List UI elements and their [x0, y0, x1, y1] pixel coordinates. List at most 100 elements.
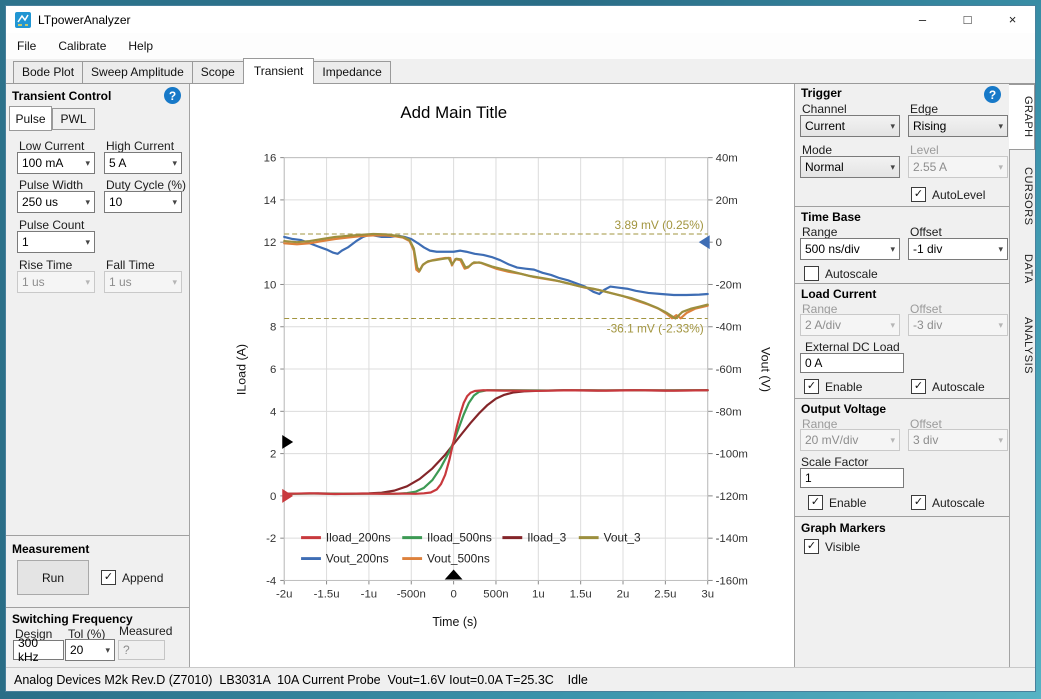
svg-text:-100m: -100m: [716, 449, 748, 461]
tol-select[interactable]: 20 ▾: [65, 639, 115, 661]
outputvoltage-range-label: Range: [802, 417, 838, 431]
title-bar: LTpowerAnalyzer – □ ×: [6, 6, 1035, 33]
transient-control-title: Transient Control: [12, 89, 112, 103]
high-current-select[interactable]: 5 A ▾: [104, 152, 182, 174]
low-current-select[interactable]: 100 mA ▾: [17, 152, 95, 174]
design-label: Design: [15, 627, 53, 641]
svg-text:20m: 20m: [716, 195, 738, 207]
menu-file[interactable]: File: [17, 39, 37, 53]
duty-cycle-select[interactable]: 10 ▾: [104, 191, 182, 213]
switching-frequency-title: Switching Frequency: [12, 612, 133, 626]
pulse-count-value: 1: [22, 235, 29, 249]
pulse-width-select[interactable]: 250 us ▾: [17, 191, 95, 213]
svg-text:0: 0: [716, 237, 722, 249]
edge-select[interactable]: Rising ▾: [908, 115, 1008, 137]
pulse-width-label: Pulse Width: [19, 178, 84, 192]
checkbox-box: ✓: [804, 379, 819, 394]
channel-select[interactable]: Current ▾: [800, 115, 900, 137]
svg-text:-160m: -160m: [716, 575, 748, 587]
chevron-down-icon: ▾: [998, 161, 1003, 172]
timebase-range-label: Range: [802, 225, 838, 239]
outputvoltage-enable-checkbox[interactable]: ✓ Enable: [808, 495, 866, 510]
tab-impedance[interactable]: Impedance: [313, 61, 391, 83]
question-glyph: ?: [168, 88, 177, 103]
side-tab-graph[interactable]: GRAPH: [1009, 84, 1035, 150]
rise-time-select: 1 us ▾: [17, 271, 95, 293]
side-tab-strip: GRAPH CURSORS DATA ANALYSIS: [1009, 84, 1035, 667]
svg-text:4: 4: [270, 406, 277, 418]
window-title: LTpowerAnalyzer: [38, 12, 131, 27]
tab-sweep-amplitude[interactable]: Sweep Amplitude: [82, 61, 193, 83]
level-value: 2.55 A: [913, 160, 948, 174]
autolevel-checkbox[interactable]: ✓ AutoLevel: [911, 187, 985, 202]
checkbox-box: ✓: [804, 539, 819, 554]
append-checkbox[interactable]: ✓ Append: [101, 570, 163, 585]
chevron-down-icon: ▾: [890, 434, 895, 445]
minimize-button[interactable]: –: [918, 12, 927, 27]
svg-text:12: 12: [264, 237, 277, 249]
tab-pulse-label: Pulse: [15, 111, 46, 126]
side-tab-analysis[interactable]: ANALYSIS: [1022, 316, 1034, 374]
divider: [795, 516, 1009, 517]
outputvoltage-autoscale-label: Autoscale: [932, 495, 985, 510]
loadcurrent-autoscale-checkbox[interactable]: ✓ Autoscale: [911, 379, 985, 394]
main-tab-strip: Bode Plot Sweep Amplitude Scope Transien…: [6, 58, 1035, 84]
svg-text:Iload_500ns: Iload_500ns: [427, 531, 492, 545]
tab-scope[interactable]: Scope: [191, 61, 244, 83]
tab-pwl[interactable]: PWL: [52, 108, 95, 130]
chevron-down-icon: ▾: [998, 120, 1003, 131]
close-button[interactable]: ×: [1008, 12, 1017, 27]
chevron-down-icon: ▾: [85, 196, 90, 207]
svg-text:-60m: -60m: [716, 364, 742, 376]
external-dc-load-label: External DC Load: [805, 340, 900, 354]
tab-bode-plot[interactable]: Bode Plot: [13, 61, 84, 83]
outputvoltage-offset-label: Offset: [910, 417, 942, 431]
menu-help[interactable]: Help: [128, 39, 154, 53]
divider: [795, 398, 1009, 399]
maximize-button[interactable]: □: [963, 12, 972, 27]
svg-text:2u: 2u: [617, 588, 630, 600]
checkbox-box: ✓: [911, 379, 926, 394]
side-tab-data[interactable]: DATA: [1022, 254, 1034, 284]
menu-calibrate[interactable]: Calibrate: [58, 39, 107, 53]
design-input[interactable]: 300 kHz: [13, 636, 64, 664]
fall-time-label: Fall Time: [106, 258, 155, 272]
loadcurrent-range-label: Range: [802, 302, 838, 316]
time-base-title: Time Base: [801, 210, 861, 224]
trigger-title: Trigger: [801, 86, 842, 100]
timebase-autoscale-checkbox[interactable]: Autoscale: [804, 266, 878, 281]
outputvoltage-enable-label: Enable: [829, 495, 867, 510]
tab-pwl-label: PWL: [60, 112, 87, 126]
transient-chart-svg[interactable]: -2u -1.5u -1u -500n 0 500n 1u 1.5u 2u 2.5u 3u 16 14 1…: [190, 84, 794, 667]
external-dc-load-input[interactable]: 0 A: [800, 353, 904, 373]
timebase-range-select[interactable]: 500 ns/div ▾: [800, 238, 900, 260]
svg-text:1.5u: 1.5u: [570, 588, 592, 600]
pulse-count-select[interactable]: 1 ▾: [17, 231, 95, 253]
chevron-down-icon: ▾: [172, 276, 177, 287]
tab-transient[interactable]: Transient: [242, 58, 315, 84]
svg-text:3.89 mV (0.25%): 3.89 mV (0.25%): [615, 218, 704, 232]
tab-pulse[interactable]: Pulse: [9, 106, 52, 131]
help-icon[interactable]: ?: [164, 87, 181, 104]
scale-factor-input[interactable]: 1: [800, 468, 904, 488]
svg-text:-4: -4: [266, 575, 277, 587]
divider: [6, 535, 189, 536]
chevron-down-icon: ▾: [890, 243, 895, 254]
svg-text:500n: 500n: [483, 588, 508, 600]
run-button[interactable]: Run: [17, 560, 89, 595]
svg-text:Vout_3: Vout_3: [604, 531, 641, 545]
mode-select[interactable]: Normal ▾: [800, 156, 900, 178]
checkbox-box: ✓: [808, 495, 823, 510]
append-label: Append: [122, 570, 164, 585]
markers-visible-checkbox[interactable]: ✓ Visible: [804, 539, 860, 554]
svg-text:-2: -2: [266, 533, 276, 545]
side-tab-cursors[interactable]: CURSORS: [1022, 166, 1034, 226]
loadcurrent-enable-checkbox[interactable]: ✓ Enable: [804, 379, 862, 394]
outputvoltage-autoscale-checkbox[interactable]: ✓ Autoscale: [911, 495, 985, 510]
timebase-offset-select[interactable]: -1 div ▾: [908, 238, 1008, 260]
svg-text:-140m: -140m: [716, 533, 748, 545]
svg-text:14: 14: [264, 195, 277, 207]
svg-text:0: 0: [450, 588, 456, 600]
menu-bar: File Calibrate Help: [6, 33, 1035, 59]
help-icon[interactable]: ?: [984, 86, 1001, 103]
